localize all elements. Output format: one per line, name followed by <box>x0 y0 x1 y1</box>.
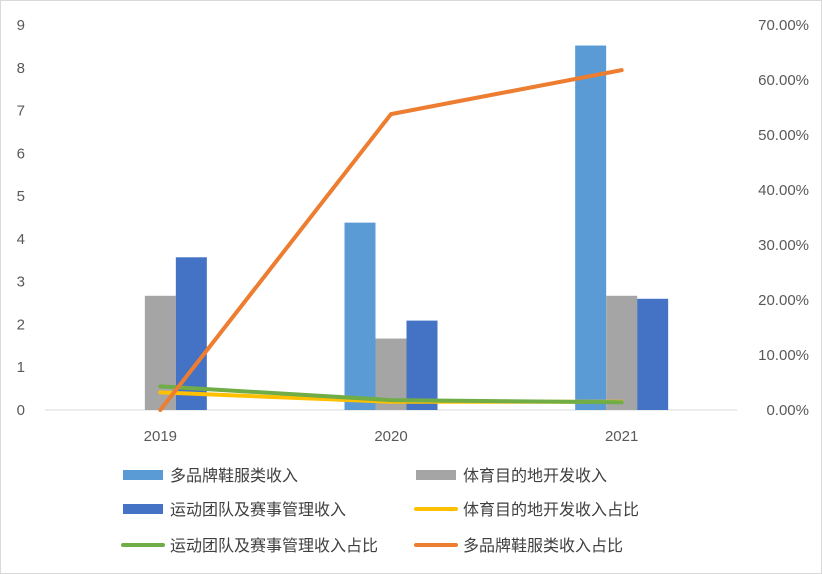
right-tick-label: 20.00% <box>758 292 809 309</box>
left-tick-label: 0 <box>17 402 25 419</box>
series-line <box>158 68 624 412</box>
left-tick-label: 7 <box>17 103 25 120</box>
right-tick-label: 10.00% <box>758 347 809 364</box>
right-axis-ticks: 0.00% 10.00% 20.00% 30.00% 40.00% 50.00% 60.00… <box>758 17 809 419</box>
left-tick-label: 4 <box>17 231 25 248</box>
legend-label: 体育目的地开发收入 <box>463 466 607 485</box>
bar <box>606 295 638 410</box>
left-tick-label: 6 <box>17 145 25 162</box>
left-tick-label: 3 <box>17 274 25 291</box>
left-tick-label: 8 <box>17 60 25 77</box>
left-tick-label: 1 <box>17 359 25 376</box>
series-line <box>158 384 624 405</box>
bar <box>575 45 607 411</box>
legend-swatch-bar <box>123 470 163 480</box>
x-axis-ticks: 2019 2020 2021 <box>144 428 639 445</box>
right-tick-label: 40.00% <box>758 182 809 199</box>
right-tick-label: 60.00% <box>758 72 809 89</box>
legend-label: 多品牌鞋服类收入 <box>170 466 298 485</box>
bars-group <box>144 45 669 411</box>
lines-group <box>158 68 624 412</box>
legend-swatch-bar <box>123 504 163 514</box>
legend-swatch-bar <box>416 470 456 480</box>
bar <box>406 320 438 410</box>
left-tick-label: 2 <box>17 316 25 333</box>
left-axis-ticks: 0 1 2 3 4 5 6 7 8 9 <box>17 17 25 419</box>
legend-label: 体育目的地开发收入占比 <box>463 500 639 519</box>
legend-label: 运动团队及赛事管理收入占比 <box>170 536 378 555</box>
right-tick-label: 50.00% <box>758 127 809 144</box>
left-tick-label: 9 <box>17 17 25 34</box>
right-tick-label: 0.00% <box>766 402 809 419</box>
x-tick-label: 2021 <box>605 428 638 445</box>
legend-label: 多品牌鞋服类收入占比 <box>463 536 623 555</box>
legend-label: 运动团队及赛事管理收入 <box>170 500 346 519</box>
x-tick-label: 2020 <box>374 428 407 445</box>
x-tick-label: 2019 <box>144 428 177 445</box>
right-tick-label: 70.00% <box>758 17 809 34</box>
right-tick-label: 30.00% <box>758 237 809 254</box>
left-tick-label: 5 <box>17 188 25 205</box>
bar <box>637 298 669 410</box>
bar <box>344 222 376 410</box>
